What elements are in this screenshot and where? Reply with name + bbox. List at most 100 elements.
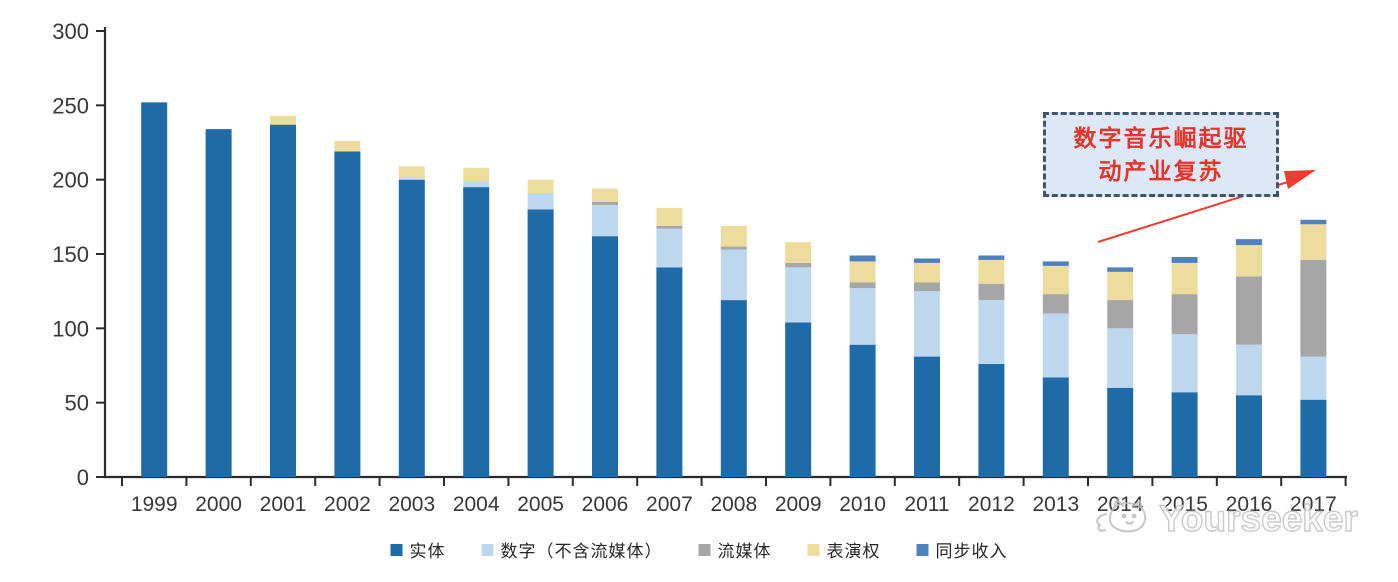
bar-segment — [1042, 313, 1069, 378]
bar-segment — [849, 261, 876, 283]
year-label: 2004 — [453, 493, 500, 516]
bar-segment — [270, 124, 296, 477]
bar-segment — [914, 356, 940, 477]
bar-segment — [1171, 262, 1198, 295]
annotation-text-line1: 数字音乐崛起驱 — [1073, 124, 1249, 151]
year-label: 2014 — [1097, 493, 1144, 516]
legend-item: 实体 — [390, 537, 446, 562]
year-label: 2012 — [968, 493, 1015, 516]
bar-segment — [527, 209, 554, 477]
bar-segment — [978, 283, 1005, 301]
bar-segment — [978, 259, 1005, 284]
bar-segment — [592, 204, 618, 237]
bar-segment — [1300, 219, 1327, 225]
year-label: 2009 — [775, 493, 822, 516]
bar-segment — [1300, 259, 1327, 357]
annotation-callout: 数字音乐崛起驱 动产业复苏 — [1043, 112, 1279, 197]
bar-segment — [785, 322, 812, 477]
bar-segment — [785, 267, 812, 323]
bar-segment — [1042, 265, 1069, 295]
bar-segment — [270, 115, 296, 125]
bar-segment — [720, 300, 747, 477]
bar-segment — [914, 258, 940, 263]
annotation-arrow-head — [1284, 170, 1316, 189]
bar-segment — [1236, 245, 1262, 277]
legend-label: 表演权 — [826, 542, 881, 561]
legend-item: 数字（不含流媒体） — [481, 537, 663, 562]
bar-segment — [1236, 395, 1262, 477]
bar-segment — [720, 246, 747, 250]
year-label: 2006 — [582, 493, 629, 516]
year-label: 2017 — [1290, 493, 1337, 516]
year-label: 2010 — [839, 493, 886, 516]
bar-segment — [1236, 276, 1262, 345]
bar-segment — [1107, 387, 1134, 477]
bar-segment — [1107, 271, 1134, 301]
bar-segment — [785, 262, 812, 268]
year-label: 2008 — [710, 493, 757, 516]
bar-segment — [398, 179, 425, 477]
legend-item: 同步收入 — [916, 537, 1008, 562]
legend-swatch — [698, 543, 711, 556]
year-label: 2003 — [388, 493, 435, 516]
bar-segment — [785, 242, 812, 263]
bar-segment — [1042, 294, 1069, 314]
bar-segment — [1171, 294, 1198, 335]
bar-segment — [141, 102, 168, 478]
bar-segment — [1300, 399, 1327, 477]
legend-swatch — [916, 543, 929, 556]
legend-item: 表演权 — [807, 537, 881, 562]
year-label: 2013 — [1032, 493, 1079, 516]
year-label: 2007 — [646, 493, 693, 516]
bar-segment — [1171, 392, 1198, 477]
bar-segment — [334, 151, 361, 478]
legend-swatch — [807, 543, 820, 556]
legend-swatch — [481, 543, 494, 556]
bar-segment — [656, 207, 683, 226]
legend-label: 同步收入 — [935, 542, 1008, 561]
bar-segment — [463, 187, 490, 477]
year-label: 2011 — [904, 493, 949, 516]
bar-segment — [849, 282, 876, 289]
bar-segment — [978, 255, 1005, 260]
bar-segment — [1042, 261, 1069, 266]
bar-segment — [656, 228, 683, 268]
year-label: 2001 — [260, 493, 307, 516]
y-tick-label: 250 — [52, 93, 89, 118]
bar-segment — [398, 178, 425, 180]
bar-segment — [978, 364, 1005, 477]
bar-segment — [527, 193, 554, 210]
bar-segment — [1107, 267, 1134, 272]
legend-swatch — [390, 543, 403, 556]
bar-segment — [720, 249, 747, 301]
bar-segment — [656, 225, 683, 229]
y-tick-label: 150 — [52, 242, 89, 267]
year-label: 2016 — [1226, 493, 1273, 516]
bar-segment — [1107, 300, 1134, 329]
bar-segment — [978, 300, 1005, 365]
bar-segment — [527, 179, 554, 194]
bar-segment — [398, 166, 425, 179]
bar-segment — [1107, 328, 1134, 388]
legend-label: 流媒体 — [717, 542, 772, 561]
bar-segment — [849, 288, 876, 345]
y-tick-label: 300 — [52, 19, 89, 44]
legend-item: 流媒体 — [698, 537, 772, 562]
bar-segment — [849, 344, 876, 477]
legend-label: 数字（不含流媒体） — [500, 542, 663, 561]
bar-segment — [1300, 356, 1327, 400]
y-tick-label: 200 — [52, 168, 89, 193]
bar-segment — [592, 188, 618, 202]
bar-segment — [656, 267, 683, 477]
bar-segment — [720, 225, 747, 247]
bar-segment — [463, 181, 490, 188]
bar-segment — [592, 201, 618, 205]
legend-label: 实体 — [409, 542, 446, 561]
bar-segment — [849, 255, 876, 262]
y-tick-label: 50 — [65, 391, 89, 416]
bar-segment — [1171, 334, 1198, 393]
bar-segment — [1042, 377, 1069, 477]
bar-segment — [1171, 256, 1198, 263]
